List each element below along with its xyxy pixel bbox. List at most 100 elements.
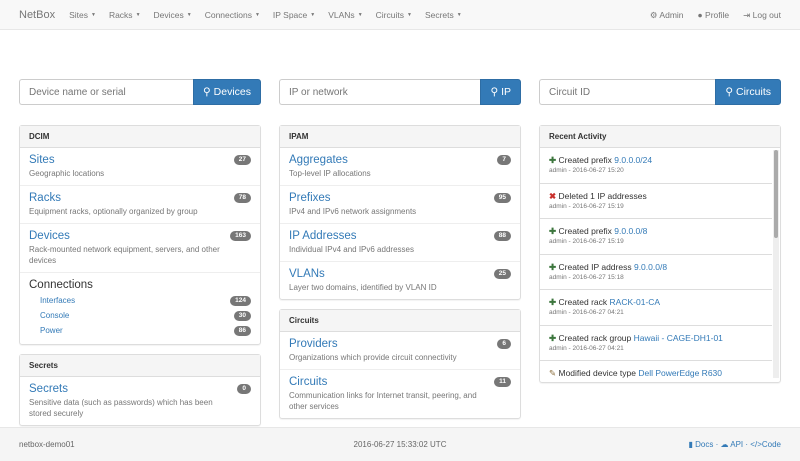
aggregates-link[interactable]: Aggregates xyxy=(289,154,348,166)
activity-item: ✚ Created rack RACK-01-CA admin - 2016-06… xyxy=(540,290,772,326)
activity-action: Created IP address xyxy=(558,261,632,272)
nav-connections[interactable]: Connections ▼ xyxy=(205,10,260,20)
nav-secrets[interactable]: Secrets ▼ xyxy=(425,10,462,20)
activity-action: Created rack xyxy=(558,297,608,307)
scrollbar[interactable] xyxy=(773,150,779,378)
device-search-button[interactable]: ⚲ Devices xyxy=(193,79,261,105)
activity-item: ✚ Created prefix 9.0.0.0/24 admin - 2016-… xyxy=(540,148,772,184)
secrets-panel: Secrets Secrets Sensitive data (such as p… xyxy=(19,354,261,426)
nav-label: IP Space xyxy=(272,9,308,20)
logout-label: Log out xyxy=(752,9,781,20)
item-description: Rack-mounted network equipment, servers,… xyxy=(29,245,220,265)
nav-devices[interactable]: Devices ▼ xyxy=(154,10,192,20)
secrets-link[interactable]: Secrets xyxy=(29,383,68,395)
caret-down-icon: ▼ xyxy=(310,12,316,19)
list-item-providers: Providers Organizations which provide cir… xyxy=(280,332,520,369)
plus-icon: ✚ xyxy=(549,261,557,272)
nav-circuits[interactable]: Circuits ▼ xyxy=(376,10,412,20)
admin-label: Admin xyxy=(659,9,684,20)
list-item-secrets: Secrets Sensitive data (such as passwords… xyxy=(20,377,260,425)
nav-racks[interactable]: Racks ▼ xyxy=(109,10,141,20)
nav-menu: Sites ▼ Racks ▼ Devices ▼ Connections ▼ IP Space… xyxy=(69,10,475,20)
interfaces-link[interactable]: Interfaces xyxy=(40,296,76,305)
device-search-label: Devices xyxy=(213,86,251,98)
nav-label: Secrets xyxy=(424,9,454,20)
vlans-link[interactable]: VLANs xyxy=(289,268,325,280)
racks-link[interactable]: Racks xyxy=(29,192,61,204)
devices-link[interactable]: Devices xyxy=(29,230,70,242)
scrollbar-thumb[interactable] xyxy=(774,150,778,238)
item-description: Layer two domains, identified by VLAN ID xyxy=(289,283,437,292)
count-badge: 86 xyxy=(233,326,251,336)
count-badge: 11 xyxy=(494,377,511,387)
navbar: NetBox Sites ▼ Racks ▼ Devices ▼ Connections ▼ I… xyxy=(0,0,800,30)
count-badge: 163 xyxy=(230,231,251,241)
activity-meta: admin - 2016-06-27 04:21 xyxy=(549,344,624,352)
providers-link[interactable]: Providers xyxy=(289,338,338,350)
cloud-icon: ☁ xyxy=(720,440,729,449)
activity-object-link[interactable]: 9.0.0.0/24 xyxy=(614,155,653,165)
activity-object-link[interactable]: Dell PowerEdge R630 xyxy=(638,368,723,378)
circuits-link[interactable]: Circuits xyxy=(289,376,328,388)
ip-search-button[interactable]: ⚲ IP xyxy=(480,79,521,105)
circuits-panel: Circuits Providers Organizations which pr… xyxy=(279,309,521,419)
count-badge: 124 xyxy=(230,296,251,306)
power-link[interactable]: Power xyxy=(40,326,63,335)
user-icon: ● xyxy=(697,10,703,20)
circuit-search-input[interactable] xyxy=(539,79,716,105)
connections-title: Connections xyxy=(29,279,93,291)
activity-action: Created rack group xyxy=(558,332,632,343)
device-search-input[interactable] xyxy=(19,79,194,105)
brand-logo[interactable]: NetBox xyxy=(19,8,56,21)
item-description: Individual IPv4 and IPv6 addresses xyxy=(289,245,414,254)
count-badge: 88 xyxy=(493,231,511,241)
item-description: IPv4 and IPv6 network assignments xyxy=(289,207,417,216)
x-icon: ✖ xyxy=(549,190,557,201)
activity-action: Created prefix xyxy=(558,155,612,165)
profile-link[interactable]: ● Profile xyxy=(698,10,730,20)
caret-down-icon: ▼ xyxy=(456,12,462,19)
activity-list[interactable]: ✚ Created prefix 9.0.0.0/24 admin - 2016-… xyxy=(540,148,780,382)
console-link[interactable]: Console xyxy=(40,311,70,320)
separator: · xyxy=(715,440,719,449)
caret-down-icon: ▼ xyxy=(186,12,192,19)
list-item-ip-addresses: IP Addresses Individual IPv4 and IPv6 add… xyxy=(280,223,520,261)
footer: netbox-demo01 2016-06-27 15:33:02 UTC ▮ … xyxy=(0,427,800,461)
api-link[interactable]: API xyxy=(730,440,744,449)
count-badge: 7 xyxy=(497,155,511,165)
activity-object-link[interactable]: Hawaii - CAGE-DH1-01 xyxy=(633,332,723,343)
circuit-search-button[interactable]: ⚲ Circuits xyxy=(715,79,781,105)
activity-object-link[interactable]: 9.0.0.0/8 xyxy=(614,226,648,236)
prefixes-link[interactable]: Prefixes xyxy=(289,192,331,204)
column-right: ⚲ Circuits Recent Activity ✚ Created pre… xyxy=(539,30,781,383)
plus-icon: ✚ xyxy=(549,297,557,307)
activity-meta: admin - 2016-06-27 15:20 xyxy=(549,167,624,174)
activity-object-link[interactable]: RACK-01-CA xyxy=(609,297,661,307)
nav-ip-space[interactable]: IP Space ▼ xyxy=(273,10,315,20)
column-middle: ⚲ IP IPAM Aggregates Top-level IP allocat… xyxy=(279,30,521,419)
connections-console: Console 30 xyxy=(29,308,251,323)
nav-vlans[interactable]: VLANs ▼ xyxy=(328,10,362,20)
nav-label: Circuits xyxy=(375,9,404,20)
admin-link[interactable]: ⚙ Admin xyxy=(650,10,684,21)
logout-link[interactable]: ⇥ Log out xyxy=(743,10,781,21)
activity-meta: admin - 2016-06-27 04:21 xyxy=(549,309,624,316)
sites-link[interactable]: Sites xyxy=(29,154,55,166)
count-badge: 30 xyxy=(233,311,251,321)
ip-search-input[interactable] xyxy=(279,79,481,105)
nav-sites[interactable]: Sites ▼ xyxy=(69,10,96,20)
activity-item: ✎ Modified device type Dell PowerEdge R6… xyxy=(540,361,772,382)
count-badge: 27 xyxy=(233,155,251,165)
search-icon: ⚲ xyxy=(725,86,734,98)
activity-meta: admin - 2016-06-27 15:18 xyxy=(549,273,624,281)
activity-item: ✖ Deleted 1 IP addresses admin - 2016-06… xyxy=(540,184,772,219)
activity-action: Created prefix xyxy=(558,226,612,236)
footer-time: 2016-06-27 15:33:02 UTC xyxy=(353,440,447,449)
activity-object-link[interactable]: 9.0.0.0/8 xyxy=(633,261,668,272)
count-badge: 78 xyxy=(233,193,251,203)
code-link[interactable]: Code xyxy=(761,440,781,449)
recent-activity-panel: Recent Activity ✚ Created prefix 9.0.0.0… xyxy=(539,125,781,383)
ip-addresses-link[interactable]: IP Addresses xyxy=(289,230,357,242)
docs-link[interactable]: Docs xyxy=(695,440,714,449)
item-description: Communication links for Internet transit… xyxy=(289,391,477,411)
